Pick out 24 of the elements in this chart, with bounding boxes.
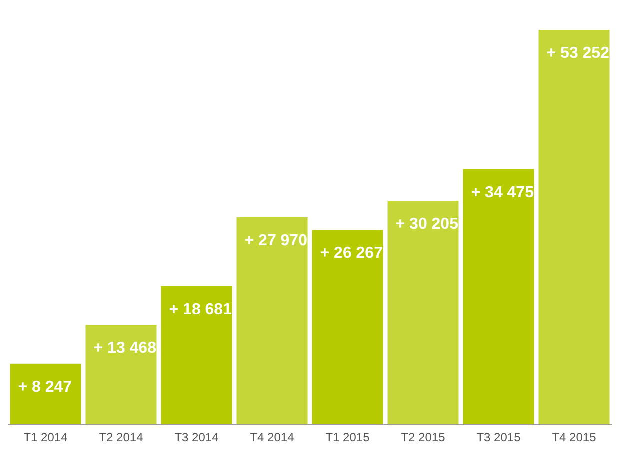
data-label: + 34 475 <box>471 184 534 202</box>
bar <box>86 325 157 425</box>
bar <box>161 286 232 425</box>
bar <box>236 218 308 425</box>
data-label: + 13 468 <box>94 340 157 358</box>
bar <box>388 200 459 425</box>
data-label: + 8 247 <box>18 378 72 396</box>
x-tick-label: T2 2014 <box>99 430 144 445</box>
x-tick-label: T3 2014 <box>174 430 220 445</box>
data-label: + 26 267 <box>320 245 384 262</box>
data-label: + 53 252 <box>546 45 610 62</box>
x-tick-label: T4 2014 <box>250 430 295 445</box>
x-tick-label: T2 2015 <box>401 430 446 445</box>
data-label: + 18 681 <box>169 301 232 318</box>
bar <box>312 230 384 425</box>
bar <box>10 364 82 425</box>
bar <box>463 169 534 425</box>
x-tick-label: T1 2015 <box>326 430 370 445</box>
bar <box>538 30 610 425</box>
x-tick-label: T4 2015 <box>552 430 597 445</box>
x-tick-label: T3 2015 <box>476 430 522 445</box>
x-tick-label: T1 2014 <box>24 430 68 445</box>
data-label: + 30 205 <box>396 216 459 233</box>
data-label: + 27 970 <box>244 232 308 250</box>
